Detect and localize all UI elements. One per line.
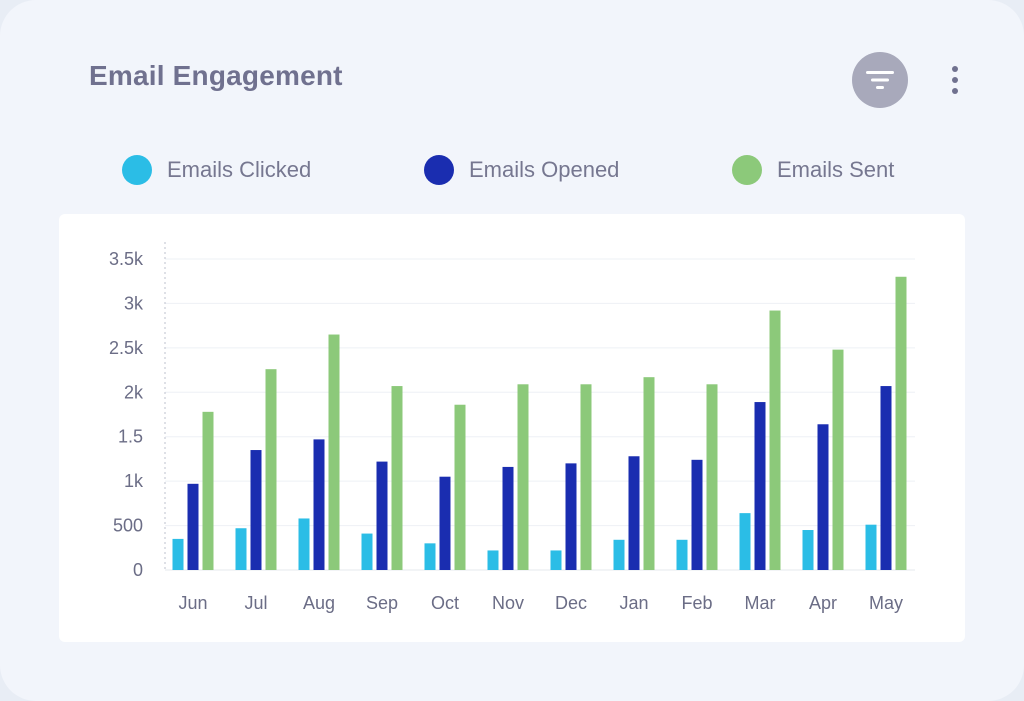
x-tick-label: Oct	[431, 593, 459, 613]
bar-emails-clicked	[361, 533, 373, 570]
y-tick-label: 2.5k	[109, 338, 144, 358]
filter-button[interactable]	[852, 52, 908, 108]
legend-label: Emails Sent	[777, 157, 895, 182]
chart-legend: Emails Clicked Emails Opened Emails Sent	[0, 154, 1024, 186]
bar-emails-sent	[643, 377, 655, 570]
bar-emails-sent	[328, 334, 340, 570]
y-tick-label: 1k	[124, 471, 144, 491]
bar-emails-opened	[187, 483, 199, 570]
bar-emails-opened	[439, 476, 451, 570]
bar-emails-sent	[265, 369, 277, 570]
y-tick-label: 1.5	[118, 427, 143, 447]
legend-label: Emails Clicked	[167, 157, 312, 182]
bar-emails-clicked	[739, 513, 751, 570]
bar-emails-opened	[565, 463, 577, 570]
bar-emails-clicked	[550, 550, 562, 570]
legend-dot-opened	[424, 155, 454, 185]
x-tick-label: Jul	[244, 593, 267, 613]
bar-emails-sent	[832, 349, 844, 570]
bar-emails-clicked	[802, 530, 814, 570]
bar-emails-sent	[706, 384, 718, 570]
bar-emails-sent	[769, 310, 781, 570]
bar-emails-opened	[628, 456, 640, 570]
x-tick-label: May	[869, 593, 903, 613]
bar-emails-sent	[517, 384, 529, 570]
bar-emails-clicked	[235, 528, 247, 570]
legend-item-emails-opened[interactable]: Emails Opened	[424, 154, 619, 186]
bar-emails-opened	[502, 466, 514, 570]
bar-emails-sent	[580, 384, 592, 570]
x-tick-label: Feb	[681, 593, 712, 613]
legend-item-emails-clicked[interactable]: Emails Clicked	[122, 154, 311, 186]
x-tick-label: Mar	[745, 593, 776, 613]
bar-emails-sent	[454, 404, 466, 570]
y-tick-label: 3k	[124, 293, 144, 313]
bar-emails-opened	[817, 424, 829, 570]
x-tick-label: Apr	[809, 593, 837, 613]
x-tick-label: Jun	[178, 593, 207, 613]
legend-label: Emails Opened	[469, 157, 620, 182]
x-tick-label: Nov	[492, 593, 524, 613]
filter-icon	[866, 71, 894, 89]
bar-emails-opened	[754, 402, 766, 570]
x-tick-label: Aug	[303, 593, 335, 613]
y-tick-label: 2k	[124, 382, 144, 402]
legend-item-emails-sent[interactable]: Emails Sent	[732, 154, 894, 186]
bar-emails-clicked	[865, 524, 877, 570]
bar-emails-sent	[202, 411, 214, 570]
bar-emails-clicked	[424, 543, 436, 570]
bar-emails-clicked	[298, 518, 310, 570]
y-tick-label: 0	[133, 560, 143, 580]
bar-emails-opened	[376, 461, 388, 570]
y-tick-label: 3.5k	[109, 249, 144, 269]
y-tick-label: 500	[113, 516, 143, 536]
bar-emails-opened	[880, 386, 892, 570]
x-tick-label: Dec	[555, 593, 587, 613]
bar-emails-clicked	[613, 539, 625, 570]
bar-emails-opened	[691, 459, 703, 570]
legend-dot-clicked	[122, 155, 152, 185]
bar-emails-clicked	[676, 539, 688, 570]
more-vertical-icon	[952, 66, 958, 94]
x-tick-label: Jan	[619, 593, 648, 613]
bar-emails-sent	[895, 276, 907, 570]
bar-emails-clicked	[487, 550, 499, 570]
more-options-button[interactable]	[938, 60, 972, 100]
card-title: Email Engagement	[89, 60, 343, 91]
x-tick-label: Sep	[366, 593, 398, 613]
bar-chart: 0 500 1k 1.5 2k 2.5k 3k 3.5k Jun Jul Aug Sep Oct Nov D…	[109, 242, 915, 613]
legend-dot-sent	[732, 155, 762, 185]
bar-emails-opened	[250, 450, 262, 570]
bar-emails-opened	[313, 439, 325, 570]
chart-panel: 0 500 1k 1.5 2k 2.5k 3k 3.5k Jun Jul Aug Sep Oct Nov D…	[59, 214, 965, 642]
bar-emails-clicked	[172, 538, 184, 570]
bar-emails-sent	[391, 386, 403, 570]
